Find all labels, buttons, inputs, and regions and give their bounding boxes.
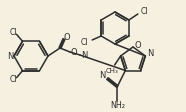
Text: O: O — [64, 32, 70, 42]
Text: O: O — [135, 41, 141, 50]
Text: Cl: Cl — [10, 28, 17, 37]
Text: Cl: Cl — [10, 75, 17, 84]
Text: NH₂: NH₂ — [110, 101, 125, 110]
Text: N: N — [99, 71, 105, 80]
Text: N: N — [147, 50, 154, 58]
Text: N: N — [81, 51, 87, 59]
Text: O: O — [71, 47, 77, 56]
Text: Cl: Cl — [141, 6, 149, 15]
Text: CH₃: CH₃ — [105, 68, 118, 74]
Text: Cl: Cl — [80, 38, 88, 46]
Text: N: N — [7, 52, 13, 60]
